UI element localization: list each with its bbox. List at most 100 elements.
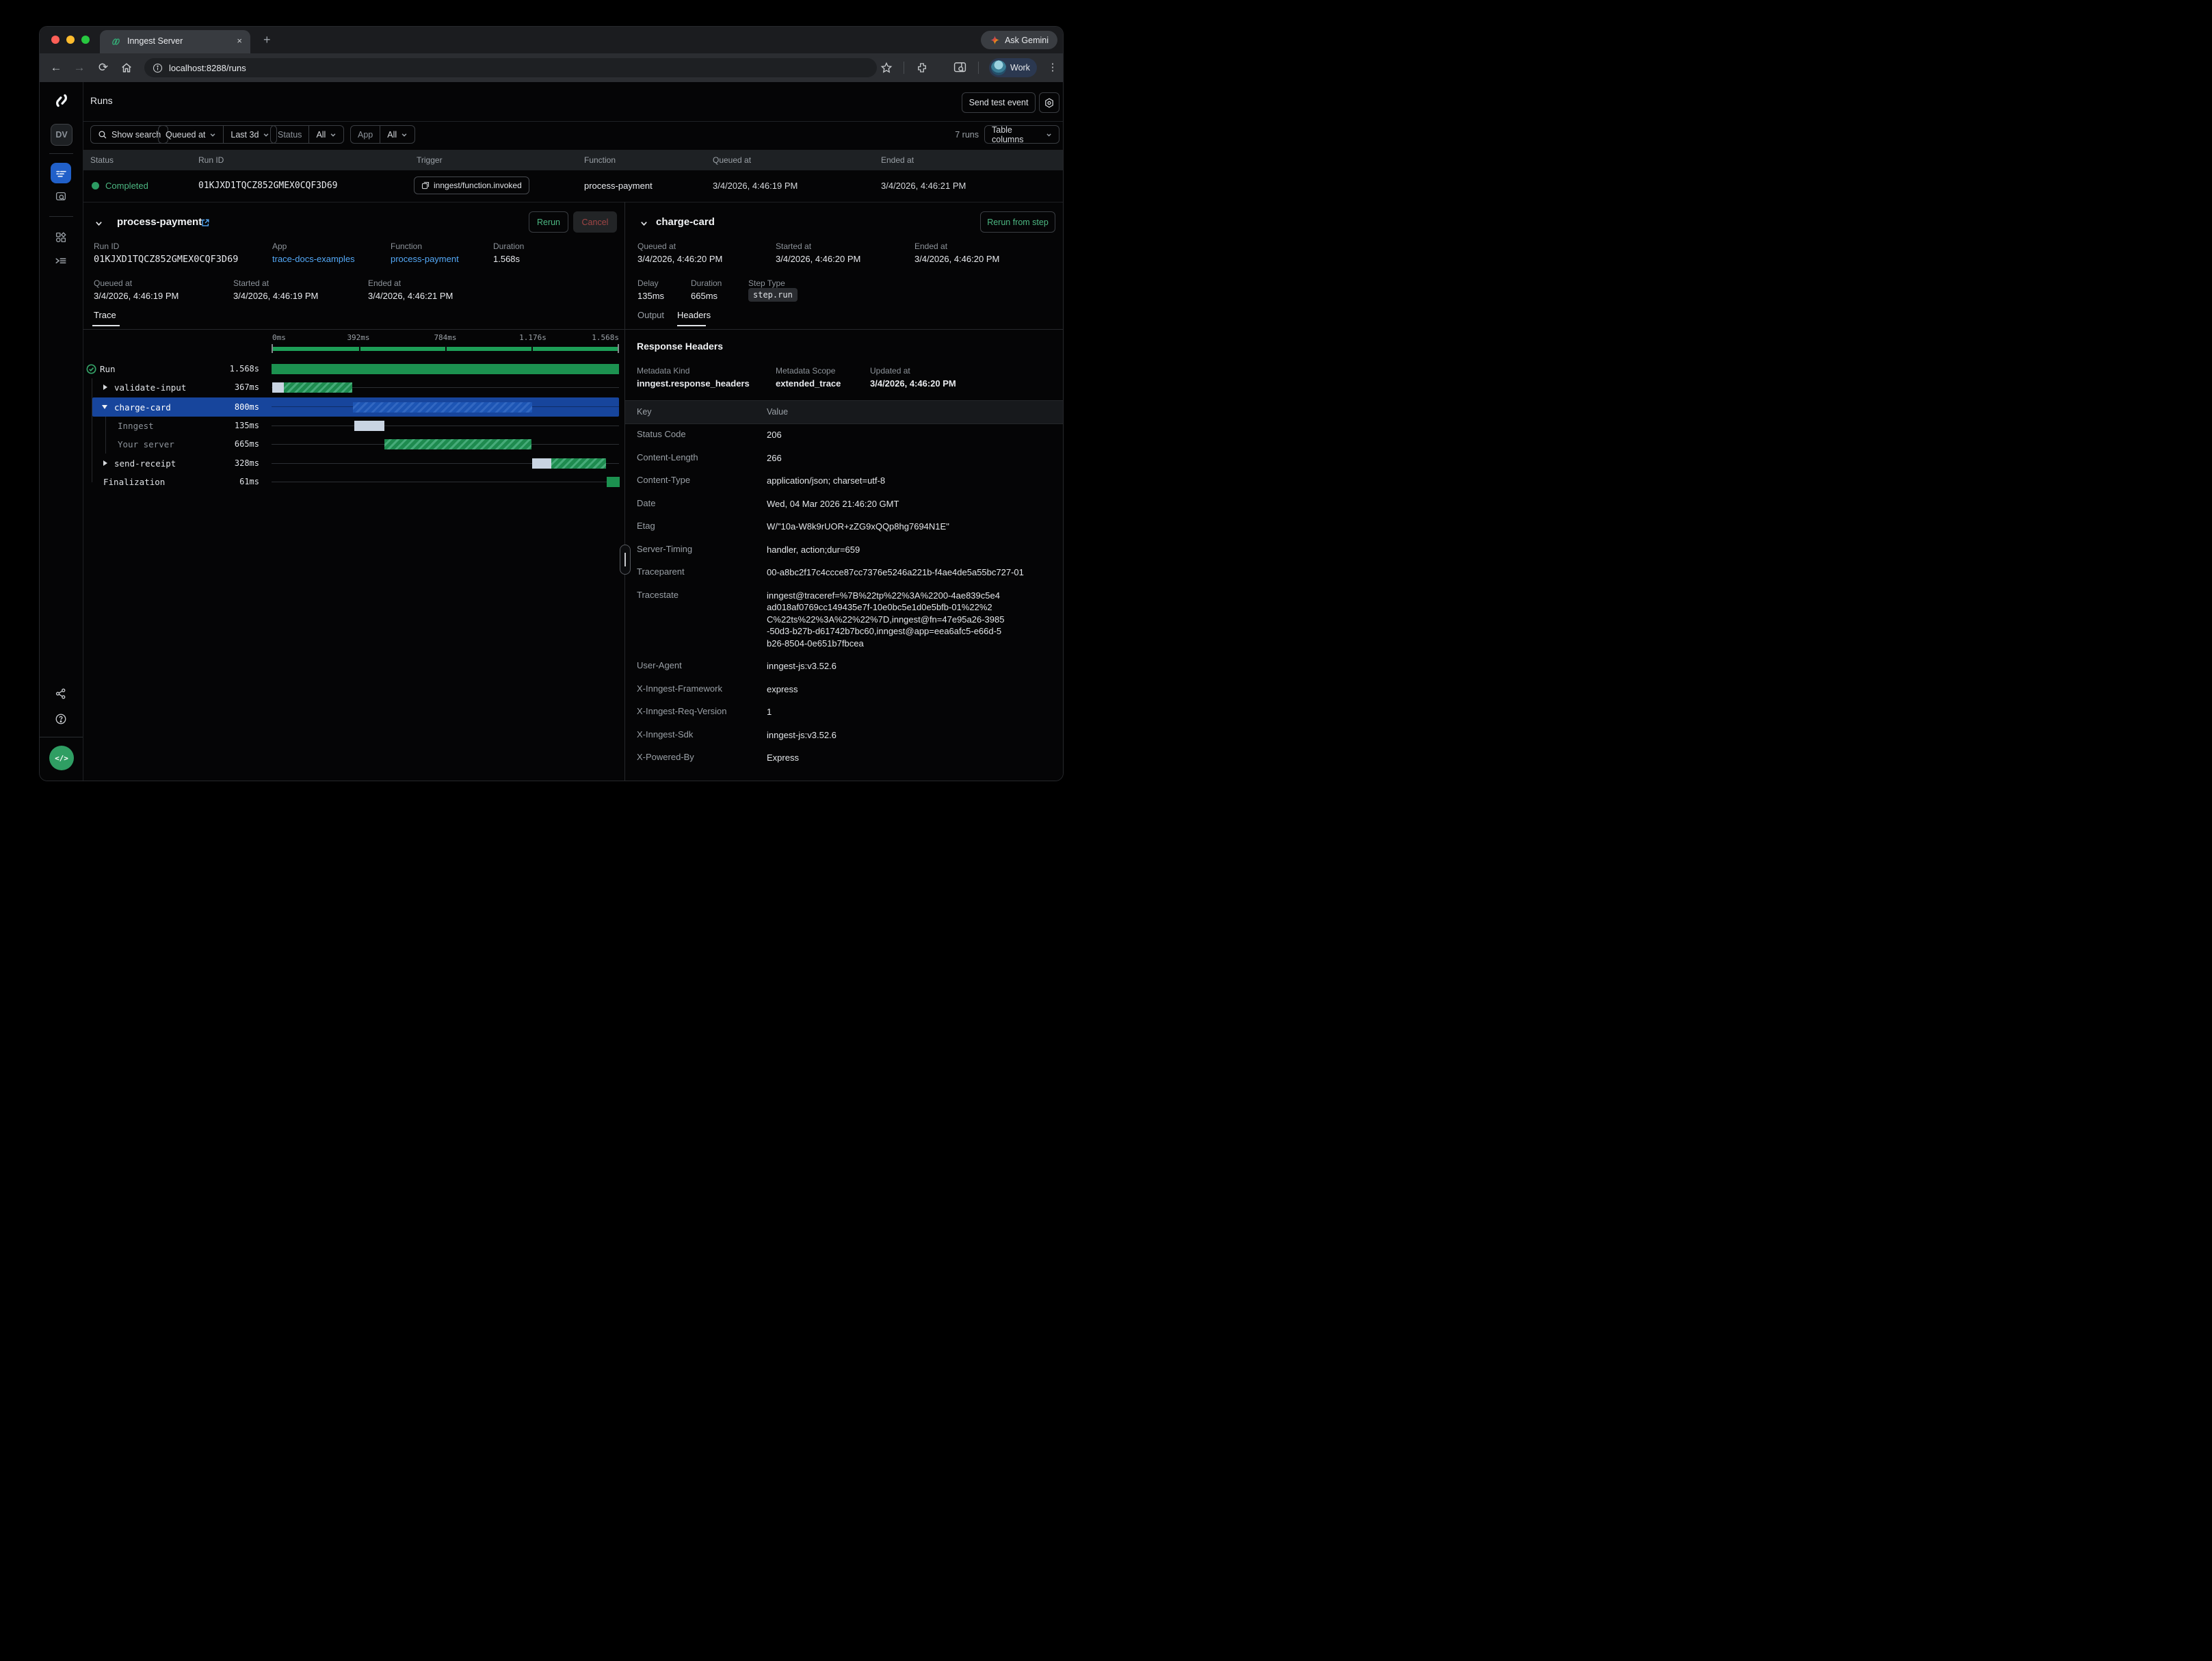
show-search-label: Show search <box>111 130 161 140</box>
share-icon <box>55 688 67 700</box>
inngest-app: DV <box>40 82 1063 781</box>
share-button[interactable] <box>51 683 71 704</box>
function-link[interactable]: process-payment <box>391 254 459 264</box>
sidebar-item-dev-server[interactable] <box>51 251 71 272</box>
tab-headers[interactable]: Headers <box>677 310 711 320</box>
step-queued-label: Queued at <box>637 241 676 251</box>
external-link-icon[interactable] <box>200 218 210 228</box>
rerun-button[interactable]: Rerun <box>529 211 568 233</box>
run-bar[interactable] <box>384 439 531 449</box>
tab-trace[interactable]: Trace <box>94 310 116 320</box>
header-row: X-Powered-By Express <box>625 746 1063 770</box>
time-range-select[interactable]: Last 3d <box>224 126 276 143</box>
home-icon[interactable] <box>120 62 133 74</box>
show-search-button[interactable]: Show search <box>90 125 168 144</box>
forward-icon[interactable]: → <box>72 60 87 75</box>
new-tab-button[interactable]: + <box>263 32 271 47</box>
tab-close-icon[interactable]: × <box>237 36 242 46</box>
key-column-label: Key <box>637 407 652 417</box>
extensions-icon[interactable] <box>916 62 928 74</box>
queued-at-value: 3/4/2026, 4:46:19 PM <box>94 291 179 301</box>
trace-row-inngest[interactable]: Inngest 135ms <box>83 417 624 435</box>
side-panel-search-icon[interactable] <box>953 62 966 74</box>
chevron-down-icon <box>1046 131 1052 138</box>
expand-icon[interactable] <box>103 384 107 390</box>
desktop: Inngest Server × + Ask Gemini ← → ⟳ <box>0 0 1106 830</box>
cancel-button[interactable]: Cancel <box>573 211 617 233</box>
table-columns-button[interactable]: Table columns <box>984 125 1059 144</box>
search-icon <box>98 130 107 140</box>
trace-bar-run[interactable] <box>272 364 619 374</box>
reload-icon[interactable]: ⟳ <box>96 60 111 75</box>
address-bar[interactable]: localhost:8288/runs <box>144 58 877 77</box>
trigger-chip[interactable]: inngest/function.invoked <box>414 176 529 194</box>
rerun-from-step-button[interactable]: Rerun from step <box>980 211 1055 233</box>
gear-icon <box>1044 97 1055 109</box>
step-duration-value: 665ms <box>691 291 717 301</box>
trace-row-validate-input[interactable]: validate-input 367ms <box>83 378 624 397</box>
dev-mode-button[interactable]: </> <box>49 746 74 770</box>
expand-icon[interactable] <box>103 460 107 466</box>
run-bar[interactable] <box>353 402 532 413</box>
step-type-label: Step Type <box>748 278 785 288</box>
header-key: Traceparent <box>637 566 767 579</box>
settings-button[interactable] <box>1039 92 1059 113</box>
header-key: X-Powered-By <box>637 752 767 764</box>
run-bar[interactable] <box>284 382 352 393</box>
app-link[interactable]: trace-docs-examples <box>272 254 355 264</box>
runs-list-icon <box>55 168 67 179</box>
help-button[interactable] <box>51 709 71 729</box>
col-status: Status <box>90 155 114 165</box>
sidebar-item-events[interactable] <box>51 187 71 207</box>
tab-title: Inngest Server <box>127 36 183 46</box>
sidebar-divider-2 <box>49 216 73 217</box>
collapse-step-icon[interactable] <box>640 220 648 227</box>
time-field-select[interactable]: Queued at <box>159 126 223 143</box>
send-test-event-button[interactable]: Send test event <box>962 92 1036 113</box>
queue-bar[interactable] <box>272 382 284 393</box>
status-filter-select[interactable]: All <box>309 126 343 143</box>
zoom-window-button[interactable] <box>81 36 90 44</box>
trace-row-run[interactable]: Run 1.568s <box>83 360 624 378</box>
axis-tick-4: 1.568s <box>592 333 619 342</box>
env-badge[interactable]: DV <box>51 124 73 146</box>
minimize-window-button[interactable] <box>66 36 75 44</box>
trace-row-send-receipt[interactable]: send-receipt 328ms <box>83 454 624 473</box>
step-panel: charge-card Rerun from step Queued at 3/… <box>625 202 1063 781</box>
collapse-run-icon[interactable] <box>95 220 103 227</box>
axis-tick-2: 784ms <box>434 333 456 342</box>
browser-menu-icon[interactable]: ⋮ <box>1045 60 1060 75</box>
run-table-row[interactable]: Completed 01KJXD1TQCZ852GMEX0CQF3D69 inn… <box>83 170 1063 202</box>
col-ended-at: Ended at <box>881 155 914 165</box>
trace-row-your-server[interactable]: Your server 665ms <box>83 435 624 454</box>
collapse-icon[interactable] <box>102 405 107 409</box>
sidebar-item-runs[interactable] <box>51 163 71 183</box>
tab-output[interactable]: Output <box>637 310 664 320</box>
header-key: Tracestate <box>637 590 767 650</box>
trace-row-finalization[interactable]: Finalization 61ms <box>83 473 624 491</box>
queue-bar[interactable] <box>354 421 384 431</box>
trace-row-name: validate-input <box>114 382 186 393</box>
app-filter-label: App <box>351 126 380 143</box>
sidebar-item-apps[interactable] <box>51 227 71 248</box>
run-bar[interactable] <box>551 458 606 469</box>
site-info-icon[interactable] <box>153 63 163 73</box>
back-icon[interactable]: ← <box>49 60 64 75</box>
status-dot <box>92 182 99 189</box>
trace-minimap[interactable] <box>272 344 619 353</box>
browser-tab[interactable]: Inngest Server × <box>100 30 250 53</box>
started-at-value: 3/4/2026, 4:46:19 PM <box>233 291 318 301</box>
browser-window: Inngest Server × + Ask Gemini ← → ⟳ <box>39 26 1064 781</box>
app-main: Runs Send test event Show search <box>83 82 1063 781</box>
profile-chip[interactable]: Work <box>989 58 1037 77</box>
run-bar[interactable] <box>607 477 620 487</box>
minimap-notch <box>359 345 360 352</box>
trace-row-charge-card[interactable]: charge-card 800ms <box>83 397 624 417</box>
url-text[interactable]: localhost:8288/runs <box>169 63 246 73</box>
ask-gemini-button[interactable]: Ask Gemini <box>981 31 1057 49</box>
app-filter-select[interactable]: All <box>380 126 414 143</box>
queue-bar[interactable] <box>532 458 551 469</box>
bookmark-star-icon[interactable] <box>880 62 893 74</box>
metadata-scope-value: extended_trace <box>776 378 841 389</box>
close-window-button[interactable] <box>51 36 60 44</box>
